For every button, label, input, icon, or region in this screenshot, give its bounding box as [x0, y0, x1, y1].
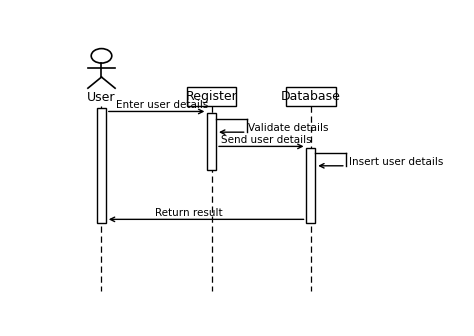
Text: User: User — [87, 91, 116, 104]
Bar — [97, 108, 106, 223]
Bar — [207, 113, 216, 170]
Text: Database: Database — [281, 90, 341, 103]
Bar — [286, 87, 336, 106]
Text: Register: Register — [186, 90, 237, 103]
Text: Insert user details: Insert user details — [349, 157, 444, 167]
Text: Return result: Return result — [155, 208, 222, 217]
Text: Enter user details: Enter user details — [116, 100, 209, 110]
Text: Validate details: Validate details — [248, 123, 329, 133]
Text: Send user details: Send user details — [221, 135, 311, 144]
Bar — [187, 87, 237, 106]
Bar — [307, 148, 315, 223]
